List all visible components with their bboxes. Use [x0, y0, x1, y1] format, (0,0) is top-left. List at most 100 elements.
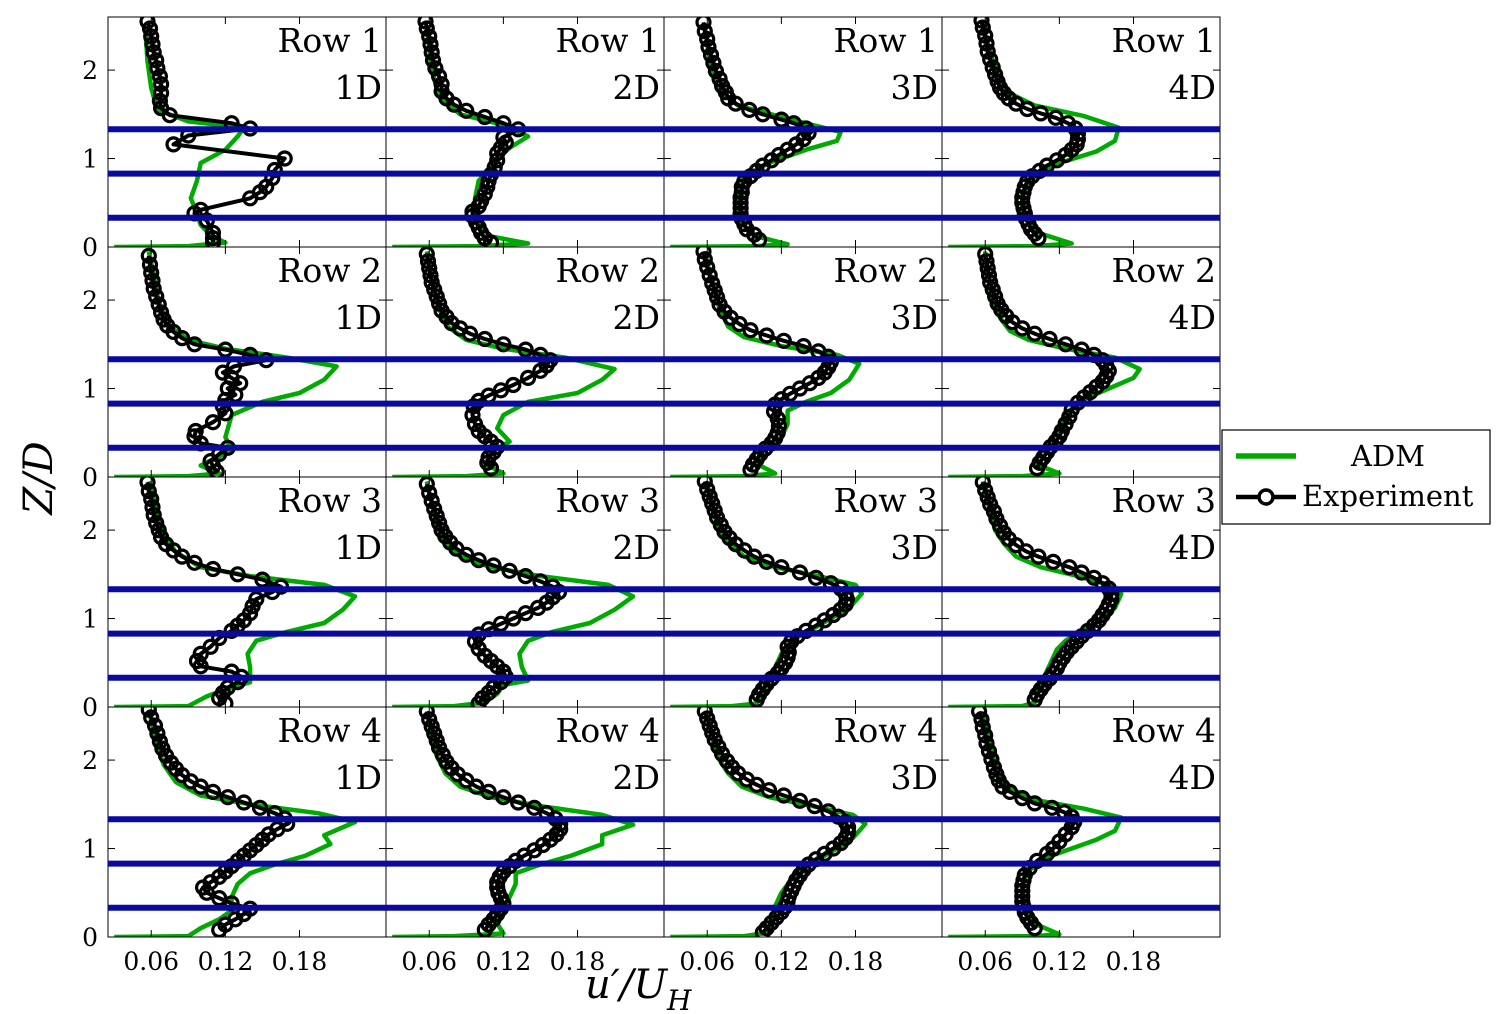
panel-plot-row3-3d: [670, 477, 864, 707]
experiment-point-row2-4d-31: [984, 281, 1001, 298]
panel-row-label-row3-2d: Row 3: [556, 481, 660, 520]
panel-plot-row1-2d: [392, 17, 531, 247]
experiment-point-row1-4d-36: [977, 27, 994, 44]
panel-row-label-row1-2d: Row 1: [556, 21, 660, 60]
experiment-point-row3-1d-27: [153, 529, 170, 546]
experiment-line-row4-3d: [702, 710, 851, 934]
experiment-point-row2-1d-7: [187, 422, 204, 440]
experiment-point-row3-4d-19: [1103, 590, 1120, 608]
panel-row1-2d: Row 1 2D: [385, 16, 665, 248]
experiment-point-row1-1d-11: [276, 150, 293, 167]
experiment-point-row2-3d-23: [775, 332, 792, 349]
experiment-point-row2-2d-8: [466, 415, 484, 432]
experiment-point-row3-2d-23: [517, 567, 534, 585]
experiment-point-row3-1d-22: [204, 560, 222, 578]
experiment-point-row4-2d-8: [489, 879, 506, 896]
experiment-point-row1-1d-28: [139, 17, 156, 30]
experiment-point-row4-2d-23: [526, 799, 543, 816]
experiment-point-row3-1d-21: [229, 566, 246, 583]
panel-col-label-row1-3d: 3D: [891, 68, 938, 107]
panel-col-label-row2-3d: 3D: [891, 298, 938, 337]
experiment-point-row3-4d-26: [1045, 553, 1062, 571]
experiment-point-row3-3d-33: [708, 509, 726, 526]
panel-row-label-row3-3d: Row 3: [834, 481, 938, 520]
experiment-point-row4-1d-34: [151, 733, 168, 750]
xtick-label-col1-2: 0.18: [272, 947, 328, 976]
experiment-point-row4-2d-36: [423, 718, 440, 735]
experiment-point-row1-3d-35: [699, 30, 716, 48]
experiment-point-row1-4d-35: [978, 35, 995, 52]
panel-row-label-row4-3d: Row 4: [834, 711, 938, 750]
experiment-point-row2-3d-36: [695, 247, 712, 260]
panel-col-label-row4-1d: 1D: [335, 758, 382, 797]
panel-row4-1d: Row 4 1D: [107, 706, 387, 938]
ytick-label-row4-1: 1: [82, 835, 98, 864]
experiment-point-row4-1d-24: [235, 794, 252, 811]
experiment-point-row4-4d-7: [1014, 882, 1031, 900]
experiment-point-row2-3d-33: [701, 267, 718, 284]
panel-plot-row2-4d: [948, 247, 1142, 477]
experiment-point-row2-4d-21: [1073, 341, 1090, 358]
experiment-point-row1-1d-21: [151, 68, 168, 85]
experiment-point-row1-4d-32: [984, 59, 1001, 76]
panel-col-label-row3-2d: 2D: [613, 528, 660, 567]
experiment-point-row3-1d-32: [143, 491, 160, 508]
experiment-point-row2-3d-22: [795, 338, 812, 355]
experiment-point-row4-3d-37: [701, 717, 718, 734]
experiment-point-row3-3d-36: [701, 488, 718, 505]
experiment-point-row2-2d-9: [464, 407, 481, 424]
experiment-point-row1-2d-25: [433, 83, 450, 100]
experiment-point-row2-2d-28: [431, 295, 448, 312]
experiment-point-row4-4d-32: [977, 727, 994, 744]
experiment-point-row3-1d-29: [148, 514, 165, 532]
experiment-point-row3-1d-17: [248, 590, 265, 608]
experiment-point-row3-1d-28: [150, 521, 167, 539]
experiment-point-row1-3d-9: [733, 184, 750, 201]
experiment-point-row4-4d-33: [974, 719, 991, 736]
experiment-point-row2-3d-32: [704, 275, 721, 292]
experiment-point-row2-4d-23: [1041, 330, 1058, 348]
panel-col-label-row4-2d: 2D: [613, 758, 660, 797]
experiment-point-row4-4d-30: [980, 743, 998, 760]
experiment-point-row1-3d-25: [741, 101, 758, 119]
experiment-point-row1-1d-1: [204, 230, 222, 247]
panel-plot-row2-1d: [114, 247, 339, 477]
ytick-label-row1-0: 0: [82, 233, 98, 262]
experiment-point-row4-3d-26: [775, 787, 792, 804]
experiment-point-row3-4d-25: [1061, 559, 1078, 576]
experiment-point-row1-4d-19: [1069, 131, 1087, 148]
adm-line-row1-1d: [114, 25, 247, 247]
panel-col-label-row2-2d: 2D: [613, 298, 660, 337]
panel-row2-1d: Row 2 1D: [107, 246, 387, 478]
panel-row-label-row1-4d: Row 1: [1112, 21, 1216, 60]
experiment-point-row1-4d-33: [982, 51, 999, 68]
experiment-point-row4-1d-38: [140, 707, 157, 718]
experiment-point-row2-2d-30: [426, 281, 443, 298]
axes-layer: 0 1 2 0 1 2 0 1 2 0 1 2 0.06 0.12 0.18 0.06 0.12 0.18 0.06…: [82, 56, 1220, 976]
experiment-point-row3-2d-32: [431, 514, 448, 532]
experiment-point-row3-2d-33: [428, 507, 445, 525]
experiment-point-row1-3d-32: [705, 54, 722, 72]
adm-line-row1-4d: [948, 21, 1121, 247]
adm-line-row3-4d: [948, 480, 1124, 707]
panel-row-label-row4-2d: Row 4: [556, 711, 660, 750]
experiment-point-row1-1d-27: [141, 20, 159, 37]
experiment-point-row3-3d-25: [773, 559, 790, 576]
experiment-point-row2-2d-27: [433, 302, 450, 319]
experiment-point-row2-1d-21: [186, 336, 203, 353]
experiment-point-row1-2d-28: [427, 60, 444, 77]
experiment-point-row1-1d-18: [151, 92, 168, 110]
experiment-point-row4-2d-24: [510, 794, 527, 811]
xtick-label-col1-1: 0.12: [198, 947, 254, 976]
experiment-point-row1-1d-23: [148, 52, 165, 69]
experiment-point-row3-2d-37: [418, 477, 435, 493]
panel-row3-4d: Row 3 4D: [941, 476, 1221, 708]
experiment-point-row1-3d-36: [696, 23, 713, 40]
experiment-point-row4-3d-24: [806, 797, 823, 815]
experiment-point-row1-1d-19: [153, 84, 170, 102]
experiment-point-row3-1d-20: [254, 571, 271, 588]
legend-experiment-marker: [1257, 488, 1275, 506]
experiment-point-row3-3d-24: [791, 564, 809, 581]
experiment-point-row1-1d-22: [149, 60, 166, 77]
